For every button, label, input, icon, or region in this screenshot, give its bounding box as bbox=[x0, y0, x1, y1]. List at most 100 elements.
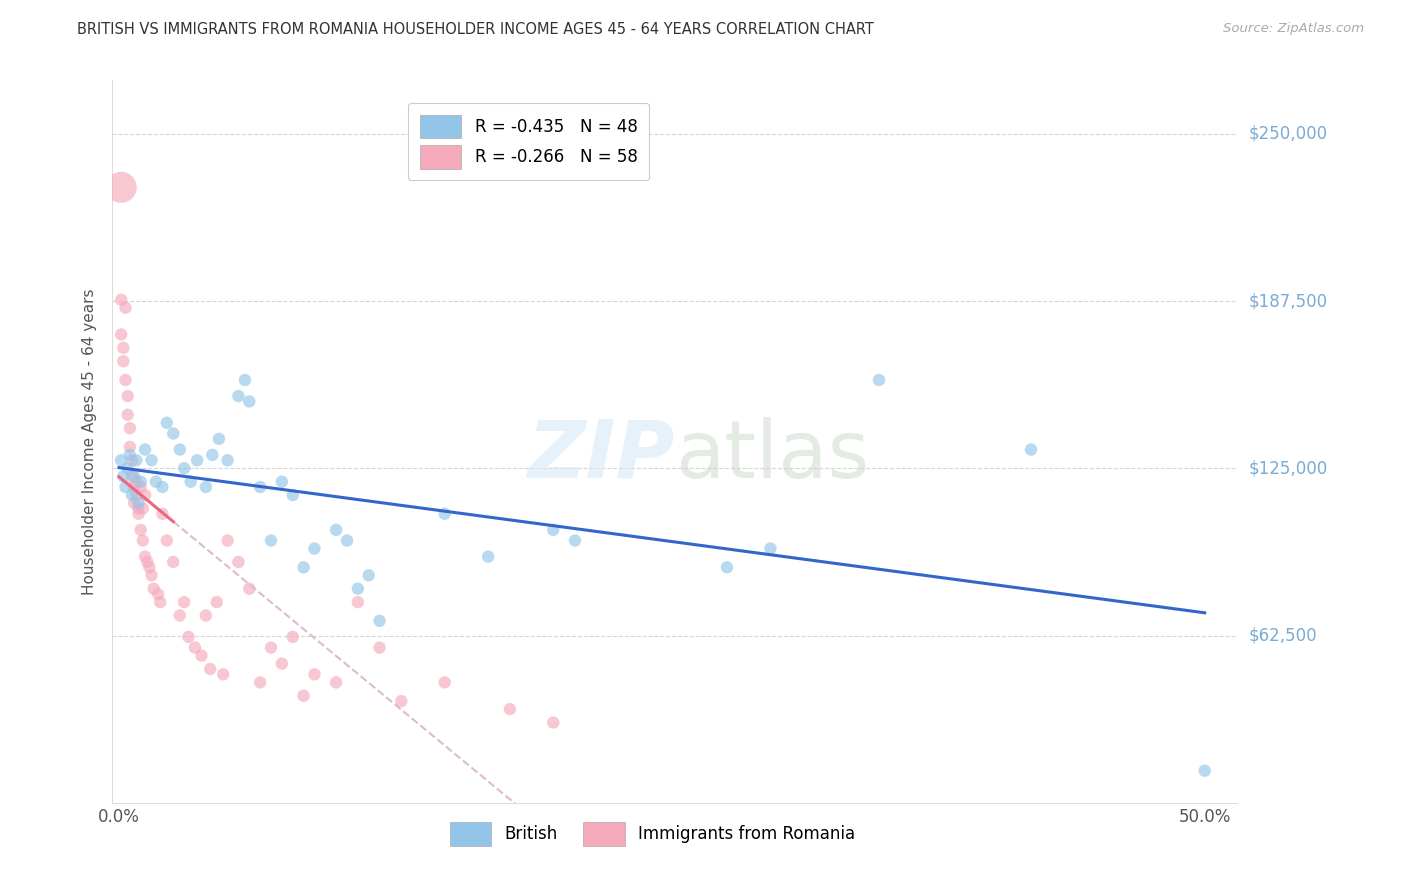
Point bbox=[110, 453, 132, 467]
Point bbox=[125, 453, 148, 467]
Point bbox=[125, 475, 148, 489]
Point bbox=[128, 507, 150, 521]
Point bbox=[114, 301, 136, 315]
Point bbox=[228, 389, 250, 403]
Point bbox=[249, 675, 271, 690]
Point bbox=[249, 480, 271, 494]
Point bbox=[477, 549, 499, 564]
Point bbox=[122, 496, 145, 510]
Point bbox=[1194, 764, 1216, 778]
Point bbox=[499, 702, 522, 716]
Point bbox=[142, 582, 165, 596]
Point bbox=[368, 640, 391, 655]
Point bbox=[304, 667, 326, 681]
Point bbox=[433, 675, 456, 690]
Point bbox=[145, 475, 167, 489]
Point bbox=[128, 496, 150, 510]
Point bbox=[132, 501, 155, 516]
Point bbox=[122, 469, 145, 483]
Y-axis label: Householder Income Ages 45 - 64 years: Householder Income Ages 45 - 64 years bbox=[82, 288, 97, 595]
Point bbox=[281, 630, 304, 644]
Text: ZIP: ZIP bbox=[527, 417, 675, 495]
Point bbox=[141, 568, 163, 582]
Point bbox=[347, 582, 370, 596]
Point bbox=[186, 453, 208, 467]
Point bbox=[128, 501, 150, 516]
Point bbox=[138, 560, 160, 574]
Point bbox=[122, 480, 145, 494]
Point bbox=[184, 640, 207, 655]
Point bbox=[564, 533, 586, 548]
Point bbox=[117, 461, 139, 475]
Point bbox=[716, 560, 738, 574]
Point bbox=[238, 582, 260, 596]
Point bbox=[270, 657, 292, 671]
Point bbox=[110, 180, 132, 194]
Point bbox=[134, 442, 156, 457]
Point bbox=[217, 453, 239, 467]
Point bbox=[233, 373, 256, 387]
Point bbox=[173, 595, 195, 609]
Point bbox=[190, 648, 212, 663]
Point bbox=[110, 293, 132, 307]
Point bbox=[194, 480, 217, 494]
Point bbox=[198, 662, 221, 676]
Point bbox=[759, 541, 782, 556]
Point bbox=[180, 475, 202, 489]
Point bbox=[162, 426, 184, 441]
Point bbox=[270, 475, 292, 489]
Point bbox=[125, 488, 148, 502]
Text: BRITISH VS IMMIGRANTS FROM ROMANIA HOUSEHOLDER INCOME AGES 45 - 64 YEARS CORRELA: BRITISH VS IMMIGRANTS FROM ROMANIA HOUSE… bbox=[77, 22, 875, 37]
Point bbox=[129, 475, 152, 489]
Point bbox=[260, 533, 283, 548]
Point bbox=[177, 630, 200, 644]
Point bbox=[156, 533, 179, 548]
Point bbox=[129, 480, 152, 494]
Point bbox=[217, 533, 239, 548]
Point bbox=[357, 568, 380, 582]
Point bbox=[201, 448, 224, 462]
Legend: British, Immigrants from Romania: British, Immigrants from Romania bbox=[443, 815, 862, 852]
Point bbox=[129, 523, 152, 537]
Text: $250,000: $250,000 bbox=[1249, 125, 1327, 143]
Point bbox=[336, 533, 359, 548]
Text: $125,000: $125,000 bbox=[1249, 459, 1327, 477]
Point bbox=[389, 694, 412, 708]
Text: atlas: atlas bbox=[675, 417, 869, 495]
Point bbox=[132, 533, 155, 548]
Point bbox=[1019, 442, 1042, 457]
Point bbox=[112, 469, 135, 483]
Point bbox=[114, 373, 136, 387]
Point bbox=[238, 394, 260, 409]
Point bbox=[228, 555, 250, 569]
Point bbox=[281, 488, 304, 502]
Point bbox=[325, 675, 347, 690]
Point bbox=[118, 448, 141, 462]
Point bbox=[543, 715, 565, 730]
Point bbox=[118, 440, 141, 454]
Point bbox=[212, 667, 235, 681]
Point bbox=[292, 560, 315, 574]
Point bbox=[118, 421, 141, 435]
Text: Source: ZipAtlas.com: Source: ZipAtlas.com bbox=[1223, 22, 1364, 36]
Point bbox=[173, 461, 195, 475]
Point bbox=[292, 689, 315, 703]
Point bbox=[152, 507, 174, 521]
Point bbox=[868, 373, 890, 387]
Point bbox=[368, 614, 391, 628]
Point bbox=[117, 389, 139, 403]
Point bbox=[169, 442, 191, 457]
Point bbox=[134, 549, 156, 564]
Point bbox=[134, 488, 156, 502]
Point bbox=[112, 341, 135, 355]
Point bbox=[347, 595, 370, 609]
Point bbox=[304, 541, 326, 556]
Point bbox=[543, 523, 565, 537]
Point bbox=[141, 453, 163, 467]
Point bbox=[169, 608, 191, 623]
Point bbox=[121, 469, 143, 483]
Point bbox=[433, 507, 456, 521]
Point bbox=[208, 432, 231, 446]
Point bbox=[149, 595, 172, 609]
Point bbox=[114, 480, 136, 494]
